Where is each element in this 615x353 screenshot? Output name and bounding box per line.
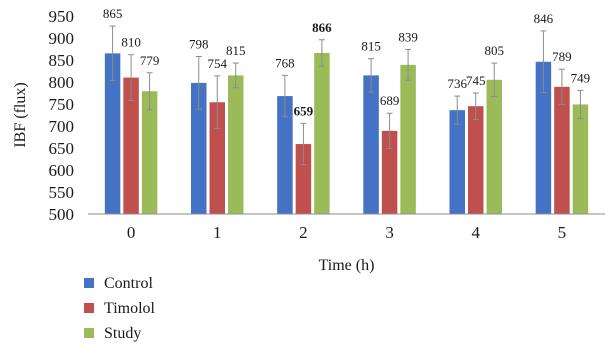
error-bar-study-1 xyxy=(232,62,239,89)
legend-item-timolol: Timolol xyxy=(84,300,156,317)
y-tick-label-750: 750 xyxy=(49,95,75,114)
error-bar-control-5 xyxy=(540,30,547,94)
data-label-study-1: 815 xyxy=(226,43,246,58)
error-bar-study-4 xyxy=(491,62,498,98)
error-bar-control-1 xyxy=(195,55,202,110)
data-label-timolol-2: 659 xyxy=(294,103,314,118)
error-bar-study-2 xyxy=(318,39,325,67)
bar-control-3 xyxy=(363,75,379,215)
y-tick-label-800: 800 xyxy=(49,73,75,92)
legend-swatch-timolol xyxy=(84,303,94,313)
bar-timolol-2 xyxy=(295,144,312,214)
error-bar-timolol-4 xyxy=(472,92,479,120)
y-tick-label-600: 600 xyxy=(49,161,75,180)
bar-control-1 xyxy=(191,82,207,214)
bar-study-0 xyxy=(141,91,158,214)
data-label-timolol-0: 810 xyxy=(121,35,141,50)
y-tick-label-850: 850 xyxy=(49,51,75,70)
x-tick-label-3: 3 xyxy=(385,223,394,242)
bar-study-5 xyxy=(572,104,589,214)
x-tick-label-5: 5 xyxy=(558,223,567,242)
bar-timolol-3 xyxy=(381,130,398,214)
data-label-control-4: 736 xyxy=(448,76,468,91)
data-label-control-5: 846 xyxy=(534,11,554,26)
data-label-control-3: 815 xyxy=(361,39,381,54)
error-bar-control-2 xyxy=(281,74,288,118)
data-label-study-5: 749 xyxy=(571,70,591,85)
x-axis-title: Time (h) xyxy=(319,257,375,274)
y-tick-label-900: 900 xyxy=(49,29,75,48)
data-label-control-2: 768 xyxy=(275,55,295,70)
legend-swatch-study xyxy=(84,328,94,338)
data-label-study-0: 779 xyxy=(140,53,160,68)
error-bar-study-3 xyxy=(405,48,412,81)
bar-study-3 xyxy=(400,64,416,214)
x-tick-label-1: 1 xyxy=(213,223,222,242)
bar-timolol-5 xyxy=(554,86,570,214)
y-axis-ticks: 500 550 600 650 700 750 800 850 900 950 xyxy=(49,7,75,224)
y-tick-label-650: 650 xyxy=(49,139,75,158)
legend-label-control: Control xyxy=(104,275,153,292)
data-label-timolol-4: 745 xyxy=(466,73,486,88)
data-label-study-3: 839 xyxy=(398,29,418,44)
data-label-study-4: 805 xyxy=(485,43,505,58)
bar-study-4 xyxy=(486,79,502,214)
error-bar-timolol-5 xyxy=(558,68,565,105)
data-labels: 865 798 768 815 736 846 810 754 659 689 745 789 779 8… xyxy=(103,6,590,118)
bars xyxy=(104,52,589,215)
bar-timolol-0 xyxy=(123,77,139,214)
x-axis-ticks: 0 1 2 3 4 5 xyxy=(127,223,566,242)
data-label-timolol-5: 789 xyxy=(552,49,572,64)
data-label-control-1: 798 xyxy=(189,36,209,51)
error-bar-control-0 xyxy=(109,25,116,82)
bar-control-5 xyxy=(535,61,552,215)
error-bars xyxy=(109,25,584,166)
error-bar-timolol-2 xyxy=(300,122,307,166)
legend-label-study: Study xyxy=(104,325,141,342)
error-bar-timolol-3 xyxy=(386,112,393,149)
data-label-control-0: 865 xyxy=(103,6,123,21)
data-label-study-2: 866 xyxy=(312,20,332,35)
error-bar-control-4 xyxy=(454,95,461,125)
legend-swatch-control xyxy=(84,278,94,288)
y-tick-label-700: 700 xyxy=(49,117,75,136)
bar-control-4 xyxy=(449,110,465,214)
error-bar-study-5 xyxy=(577,89,584,120)
data-label-timolol-1: 754 xyxy=(208,56,228,71)
y-tick-label-950: 950 xyxy=(49,7,75,26)
y-tick-label-550: 550 xyxy=(49,183,75,202)
bar-timolol-1 xyxy=(209,102,225,214)
legend: Control Timolol Study xyxy=(84,275,156,342)
error-bar-timolol-1 xyxy=(214,75,221,130)
legend-item-study: Study xyxy=(84,325,141,342)
error-bar-timolol-0 xyxy=(128,54,135,101)
bar-control-2 xyxy=(277,96,293,214)
x-tick-label-2: 2 xyxy=(299,223,308,242)
legend-label-timolol: Timolol xyxy=(104,300,156,317)
legend-item-control: Control xyxy=(84,275,153,292)
error-bar-control-3 xyxy=(368,58,375,93)
x-tick-label-4: 4 xyxy=(472,223,481,242)
x-tick-label-0: 0 xyxy=(127,223,136,242)
data-label-timolol-3: 689 xyxy=(380,93,400,108)
bar-study-1 xyxy=(228,75,244,215)
bar-timolol-4 xyxy=(468,106,484,214)
bar-study-2 xyxy=(314,52,330,215)
error-bar-study-0 xyxy=(146,72,153,111)
bar-control-0 xyxy=(104,53,121,215)
y-tick-label-500: 500 xyxy=(49,205,75,224)
y-axis-title: IBF (flux) xyxy=(12,82,29,147)
